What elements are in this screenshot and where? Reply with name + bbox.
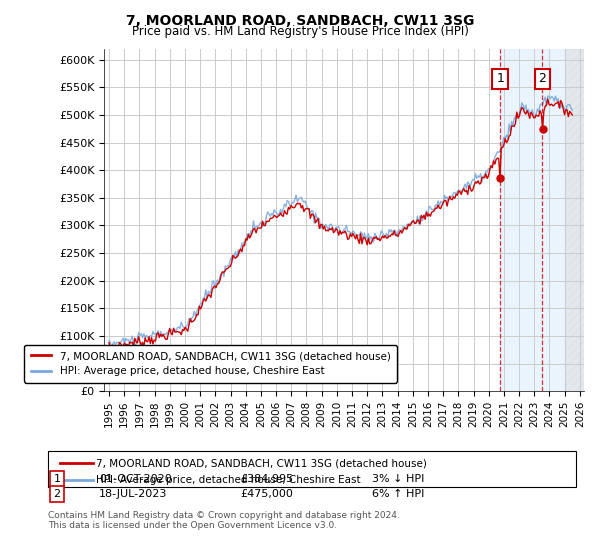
Bar xyxy=(500,49,584,391)
Text: 2: 2 xyxy=(539,72,547,86)
Bar xyxy=(565,49,584,391)
Text: 7, MOORLAND ROAD, SANDBACH, CW11 3SG (detached house): 7, MOORLAND ROAD, SANDBACH, CW11 3SG (de… xyxy=(96,458,427,468)
Legend: 7, MOORLAND ROAD, SANDBACH, CW11 3SG (detached house), HPI: Average price, detac: 7, MOORLAND ROAD, SANDBACH, CW11 3SG (de… xyxy=(24,345,397,382)
Text: 3% ↓ HPI: 3% ↓ HPI xyxy=(372,474,424,484)
Text: 01-OCT-2020: 01-OCT-2020 xyxy=(99,474,172,484)
Text: 1: 1 xyxy=(496,72,504,86)
Text: Price paid vs. HM Land Registry's House Price Index (HPI): Price paid vs. HM Land Registry's House … xyxy=(131,25,469,38)
Text: HPI: Average price, detached house, Cheshire East: HPI: Average price, detached house, Ches… xyxy=(96,475,361,485)
Text: 18-JUL-2023: 18-JUL-2023 xyxy=(99,489,167,499)
Text: 6% ↑ HPI: 6% ↑ HPI xyxy=(372,489,424,499)
Text: £475,000: £475,000 xyxy=(240,489,293,499)
Text: Contains HM Land Registry data © Crown copyright and database right 2024.
This d: Contains HM Land Registry data © Crown c… xyxy=(48,511,400,530)
Text: 2: 2 xyxy=(53,489,61,499)
Text: 7, MOORLAND ROAD, SANDBACH, CW11 3SG: 7, MOORLAND ROAD, SANDBACH, CW11 3SG xyxy=(126,14,474,28)
Text: 1: 1 xyxy=(53,474,61,484)
Text: £384,995: £384,995 xyxy=(240,474,293,484)
